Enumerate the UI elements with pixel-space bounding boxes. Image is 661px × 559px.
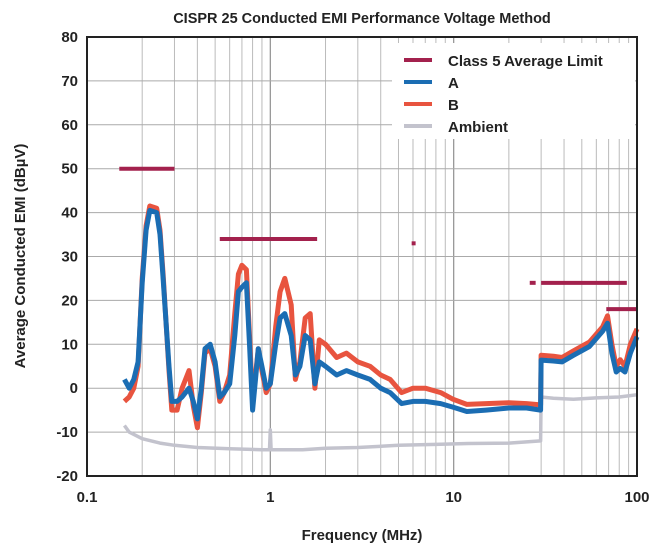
legend-label: B xyxy=(448,97,459,114)
y-tick-label: 80 xyxy=(61,29,78,46)
y-tick-label: 20 xyxy=(61,292,78,309)
y-tick-label: 10 xyxy=(61,336,78,353)
y-tick-labels: -20 -10 0 10 20 30 40 50 60 70 80 xyxy=(56,29,78,485)
y-tick-label: 60 xyxy=(61,117,78,134)
y-tick-label: -20 xyxy=(56,468,78,485)
series-line-a xyxy=(122,207,640,422)
y-tick-label: 0 xyxy=(70,380,78,397)
series-line-ambient xyxy=(122,393,638,452)
legend-label: Class 5 Average Limit xyxy=(448,53,603,70)
limit-lines xyxy=(119,166,637,312)
legend-label: Ambient xyxy=(448,119,508,136)
y-tick-label: -10 xyxy=(56,424,78,441)
y-tick-label: 30 xyxy=(61,249,78,266)
x-axis-label: Frequency (MHz) xyxy=(302,527,423,544)
y-axis-label: Average Conducted EMI (dBµV) xyxy=(12,144,29,369)
x-tick-label: 0.1 xyxy=(77,489,98,506)
legend-label: A xyxy=(448,75,459,92)
legend: Class 5 Average Limit AB Ambient xyxy=(392,43,635,139)
chart-title: CISPR 25 Conducted EMI Performance Volta… xyxy=(173,11,551,27)
y-tick-label: 70 xyxy=(61,73,78,90)
x-tick-label: 1 xyxy=(266,489,274,506)
series-lines xyxy=(122,203,640,452)
x-tick-label: 10 xyxy=(445,489,462,506)
x-tick-labels: 0.1 1 10 100 xyxy=(77,489,650,506)
legend-background xyxy=(392,43,635,139)
plot-frame xyxy=(86,36,638,477)
x-tick-label: 100 xyxy=(624,489,649,506)
y-tick-label: 40 xyxy=(61,205,78,222)
y-tick-label: 50 xyxy=(61,161,78,178)
